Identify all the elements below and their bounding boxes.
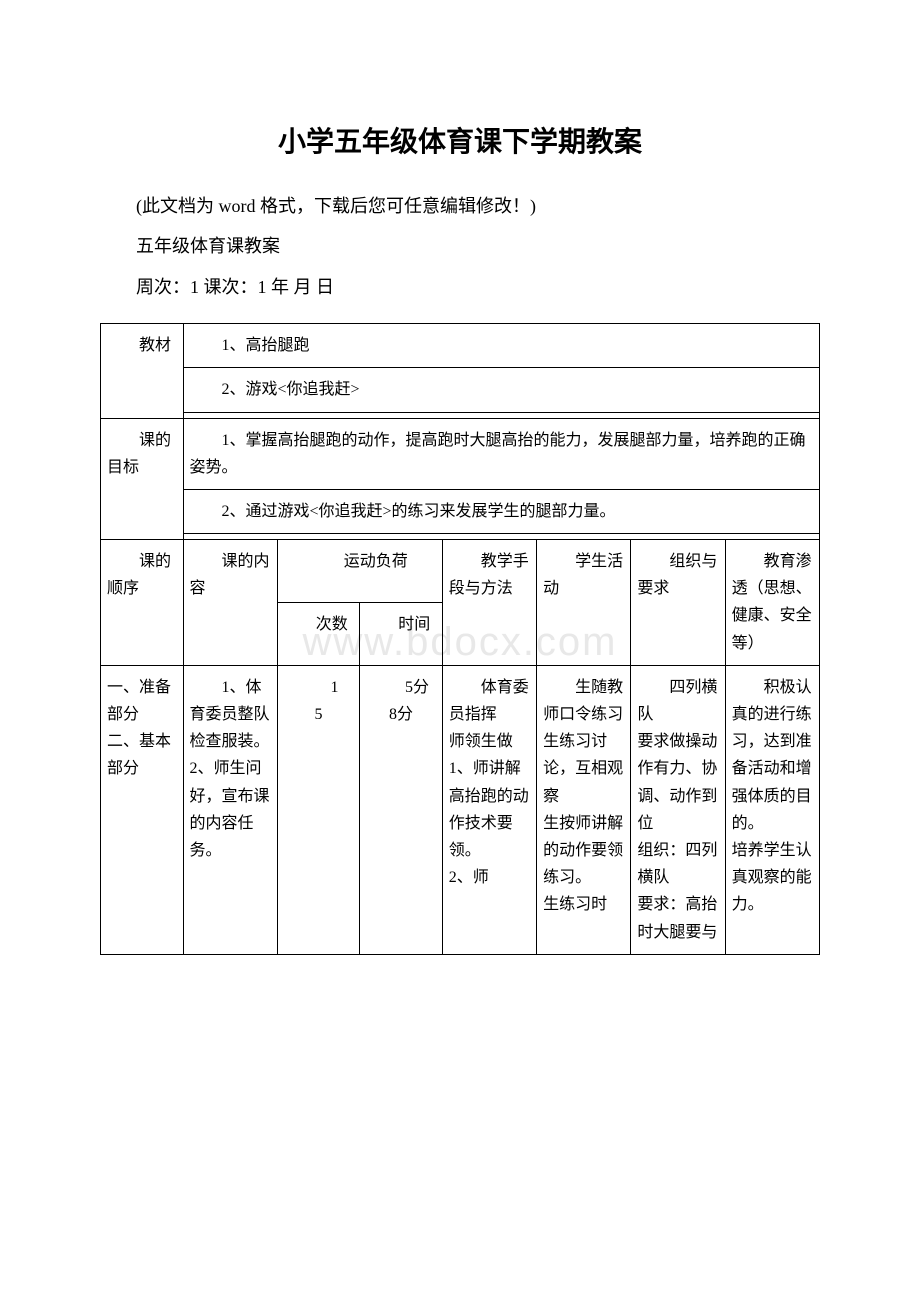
row1-content: 1、体育委员整队检查服装。 2、师生问好，宣布课的内容任务。	[183, 665, 277, 954]
header-org: 组织与要求	[631, 540, 725, 666]
row1-activity: 生随教师口令练习 生练习讨论，互相观察 生按师讲解的动作要领练习。 生练习时	[537, 665, 631, 954]
row1-times: 1 5	[277, 665, 360, 954]
materials-item-2: 2、游戏<你追我赶>	[183, 368, 820, 412]
header-times: 次数	[277, 602, 360, 665]
materials-item-1: 1、高抬腿跑	[183, 324, 820, 368]
row1-duration: 5分 8分	[360, 665, 443, 954]
materials-row-1: 教材 1、高抬腿跑	[101, 324, 820, 368]
header-activity: 学生活动	[537, 540, 631, 666]
materials-label: 教材	[101, 324, 184, 418]
row1-sequence: 一、准备部分 二、基本部分	[101, 665, 184, 954]
header-load: 运动负荷	[277, 540, 442, 603]
objectives-row-1: 课的目标 1、掌握高抬腿跑的动作，提高跑时大腿高抬的能力，发展腿部力量，培养跑的…	[101, 418, 820, 489]
objectives-row-2: 2、通过游戏<你追我赶>的练习来发展学生的腿部力量。	[101, 489, 820, 533]
week-info: 周次：1 课次：1 年 月 日	[100, 271, 820, 303]
objectives-item-2: 2、通过游戏<你追我赶>的练习来发展学生的腿部力量。	[183, 489, 820, 533]
header-duration: 时间	[360, 602, 443, 665]
row1-edu: 积极认真的进行练习，达到准备活动和增强体质的目的。 培养学生认真观察的能力。	[725, 665, 819, 954]
objectives-label: 课的目标	[101, 418, 184, 540]
header-sequence: 课的顺序	[101, 540, 184, 666]
content-row-1: 一、准备部分 二、基本部分 1、体育委员整队检查服装。 2、师生问好，宣布课的内…	[101, 665, 820, 954]
objectives-item-1: 1、掌握高抬腿跑的动作，提高跑时大腿高抬的能力，发展腿部力量，培养跑的正确姿势。	[183, 418, 820, 489]
row1-org: 四列横队 要求做操动作有力、协调、动作到位 组织：四列横队 要求：高抬时大腿要与	[631, 665, 725, 954]
header-content: 课的内容	[183, 540, 277, 666]
header-row-1: 课的顺序 课的内容 运动负荷 教学手段与方法 学生活动 组织与要求 教育渗透（思…	[101, 540, 820, 603]
header-methods: 教学手段与方法	[442, 540, 536, 666]
intro-text: (此文档为 word 格式，下载后您可任意编辑修改！)	[100, 190, 820, 222]
section-header: 五年级体育课教案	[100, 230, 820, 262]
lesson-plan-table: 教材 1、高抬腿跑 2、游戏<你追我赶> 课的目标 1、掌握高抬腿跑的动作，提高…	[100, 323, 820, 955]
page-title: 小学五年级体育课下学期教案	[100, 120, 820, 160]
header-edu: 教育渗透（思想、健康、安全等）	[725, 540, 819, 666]
row1-methods: 体育委员指挥 师领生做 1、师讲解高抬跑的动作技术要领。 2、师	[442, 665, 536, 954]
materials-row-2: 2、游戏<你追我赶>	[101, 368, 820, 412]
